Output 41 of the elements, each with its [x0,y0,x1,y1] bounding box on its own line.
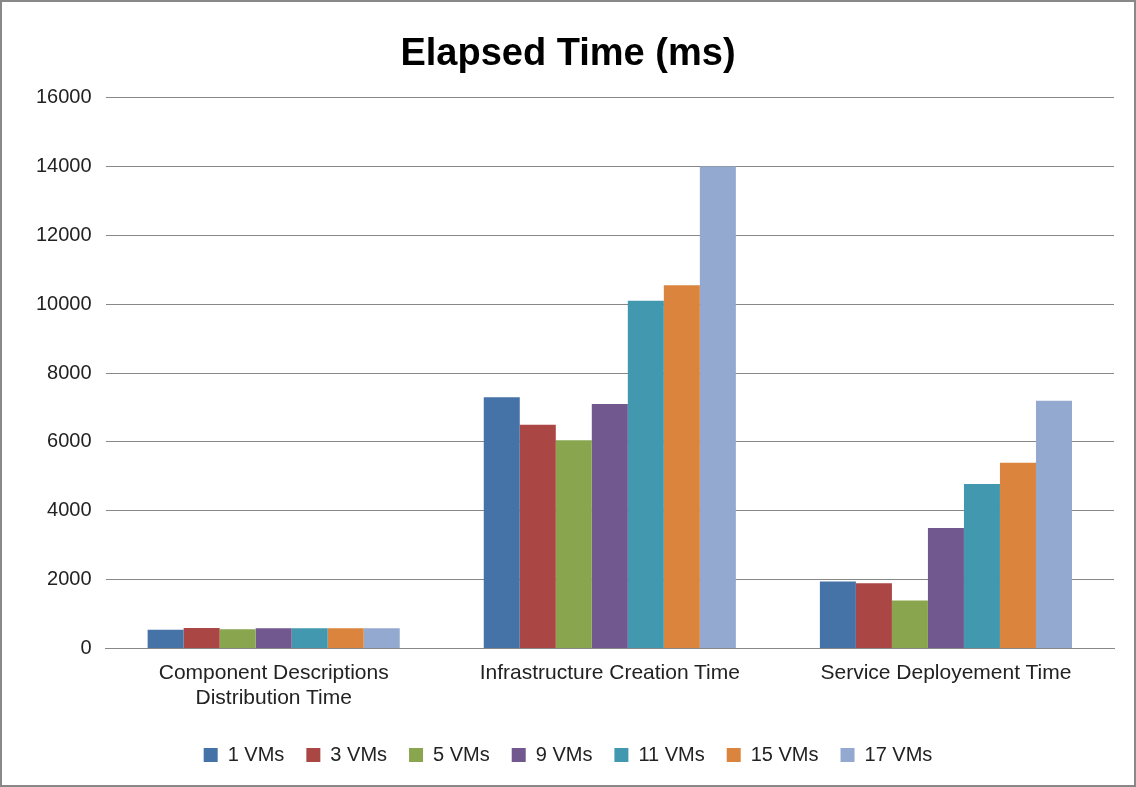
y-tick-label: 6000 [47,429,92,452]
bar [699,166,736,649]
chart-title: Elapsed Time (ms) [400,31,736,74]
bar [555,440,592,649]
x-tick-label: Infrastructure Creation Time [479,660,740,683]
bar [255,628,292,649]
y-tick-label: 10000 [35,291,92,314]
bar [999,462,1036,649]
y-tick-label: 4000 [47,498,92,521]
bar [855,583,892,649]
bar [291,628,328,649]
y-tick-label: 16000 [35,85,92,108]
y-tick-label: 2000 [47,567,92,590]
bar [363,628,400,649]
legend-label: 11 VMs [638,742,705,765]
bar [147,629,184,649]
bar [219,629,256,649]
bar [519,424,556,649]
legend-label: 15 VMs [750,742,819,765]
bar [819,581,856,649]
x-tick-label: Component Descriptions Distribution Time [158,660,389,709]
bar [183,627,220,649]
legend-label: 1 VMs [227,742,285,765]
legend-label: 3 VMs [330,742,388,765]
y-tick-label: 12000 [35,222,92,245]
bar [1035,400,1072,649]
bar [927,528,964,649]
legend-label: 17 VMs [864,742,933,765]
bar [483,397,520,649]
x-tick-label: Service Deployement Time [820,660,1072,683]
bar [327,628,364,649]
bar [591,404,628,649]
legend-label: 5 VMs [433,742,490,765]
bar [963,483,1000,649]
bar [663,285,700,649]
y-tick-label: 0 [80,636,92,659]
bar [627,300,664,649]
bar [891,600,928,649]
y-tick-label: 8000 [47,360,92,383]
legend-label: 9 VMs [535,742,593,765]
y-tick-label: 14000 [35,153,92,176]
